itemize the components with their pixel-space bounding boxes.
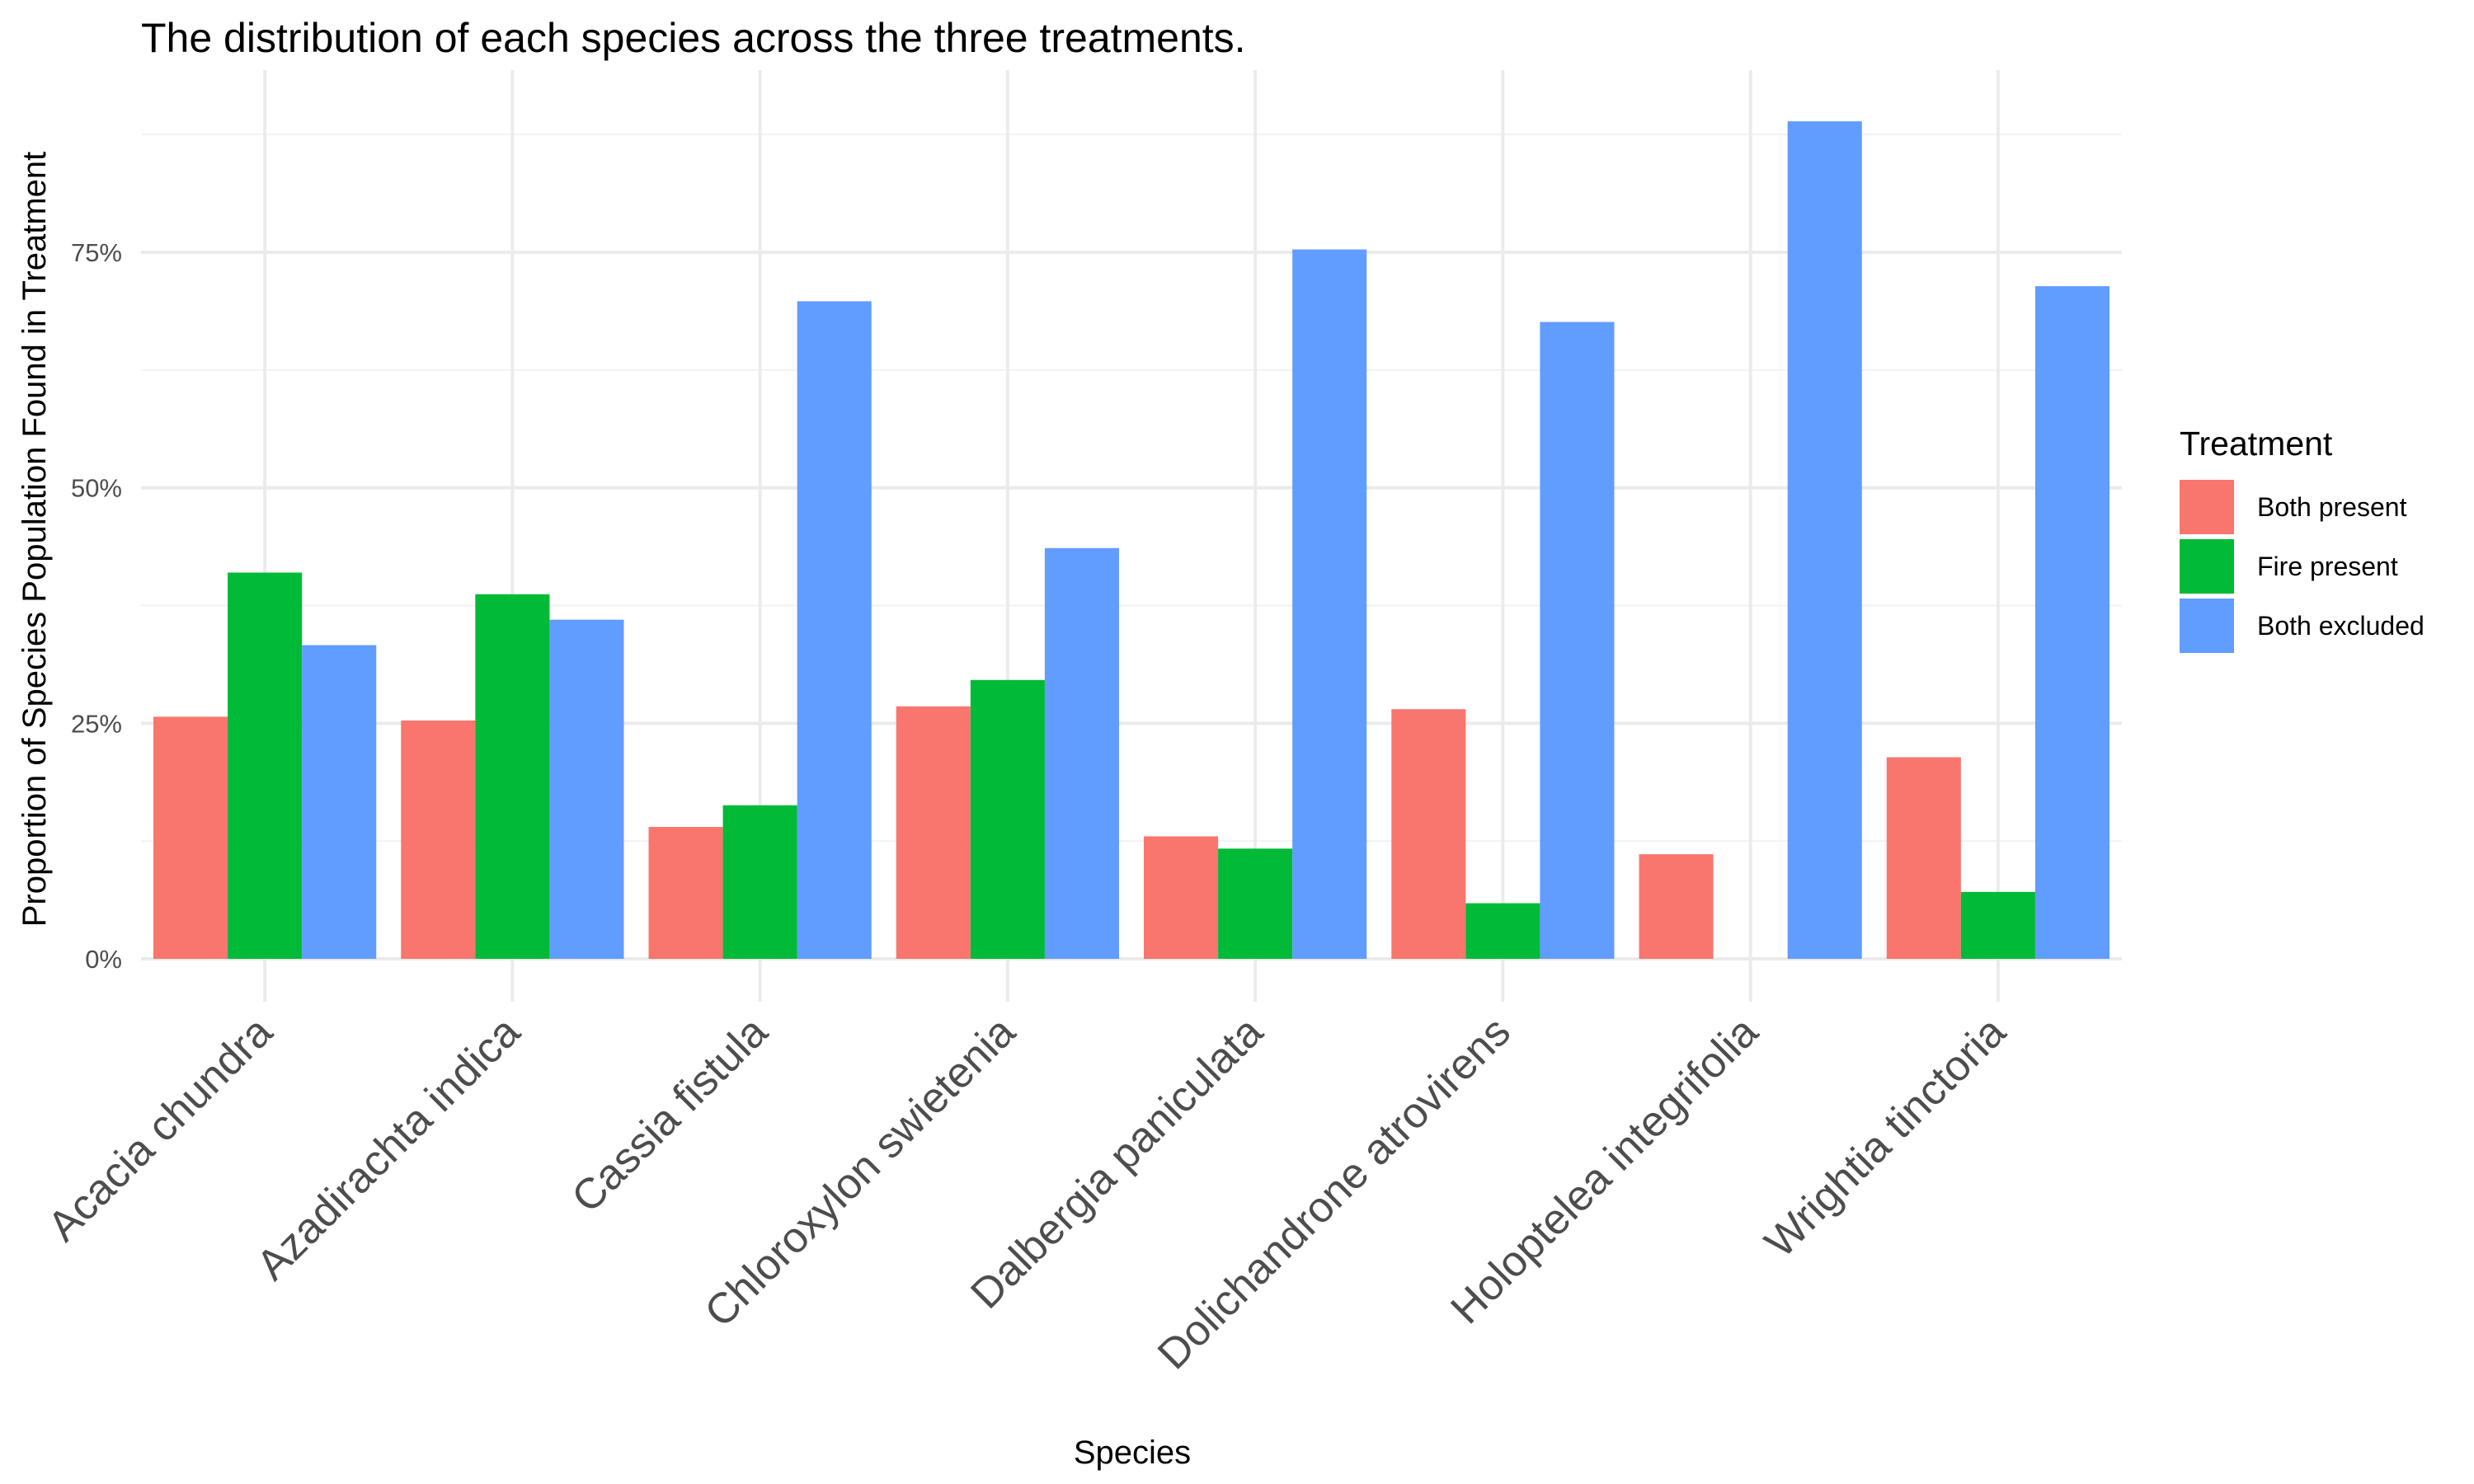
bar	[1540, 322, 1615, 959]
legend-key	[2180, 539, 2234, 594]
bar	[1218, 848, 1293, 959]
bar	[648, 827, 723, 959]
x-axis-title: Species	[1074, 1435, 1191, 1471]
bar	[401, 720, 476, 959]
bar	[1886, 757, 1961, 959]
bar	[1144, 836, 1219, 959]
bar	[896, 706, 971, 959]
chart-title: The distribution of each species across …	[141, 15, 1246, 61]
y-tick-label: 50%	[71, 474, 122, 503]
legend-label: Both excluded	[2257, 611, 2425, 641]
bar	[302, 645, 377, 959]
bar	[1639, 854, 1714, 959]
x-tick-label: Cassia fistula	[562, 1007, 777, 1222]
bar	[970, 679, 1045, 959]
bar	[1044, 547, 1119, 959]
legend-label: Both present	[2257, 492, 2407, 522]
bars-layer	[153, 121, 2109, 960]
legend-title: Treatment	[2180, 425, 2333, 463]
legend-label: Fire present	[2257, 552, 2398, 581]
x-tick-label: Acacia chundra	[39, 1007, 282, 1251]
x-tick-label: Azadirachta indica	[247, 1007, 529, 1289]
bar	[549, 619, 624, 959]
y-tick-label: 75%	[71, 238, 122, 267]
legend: Treatment Both present Fire present Both e…	[2180, 425, 2425, 653]
y-tick-label: 0%	[85, 945, 122, 974]
bar	[1960, 891, 2035, 959]
legend-items: Both present Fire present Both excluded	[2180, 480, 2425, 653]
y-tick-label: 25%	[71, 709, 122, 738]
legend-key	[2180, 599, 2234, 653]
bar	[228, 572, 303, 959]
y-axis-title: Proportion of Species Population Found i…	[16, 152, 53, 928]
bar	[1465, 903, 1540, 959]
bar	[797, 301, 872, 959]
bar	[1787, 121, 1862, 960]
legend-key	[2180, 480, 2234, 534]
bar	[1391, 709, 1466, 959]
x-tick-label: Wrightia tinctoria	[1756, 1007, 2015, 1266]
bar	[1292, 249, 1367, 959]
bar	[475, 594, 550, 959]
bar	[153, 716, 228, 959]
bar	[2034, 286, 2109, 959]
bar	[722, 805, 797, 959]
